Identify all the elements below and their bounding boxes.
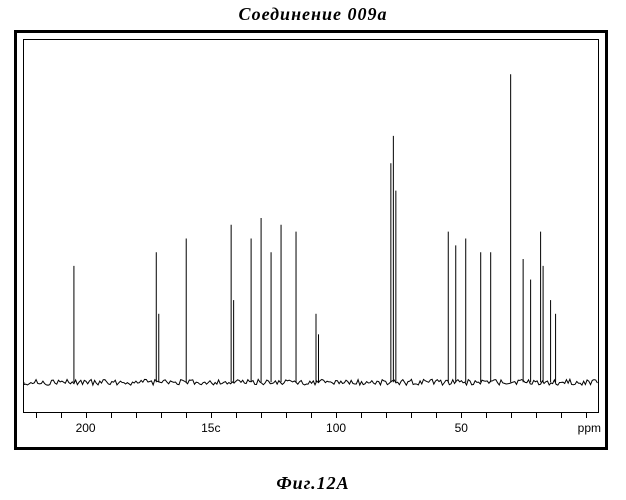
axis-major-ticks: 200 15c 100 50 ppm	[23, 417, 599, 437]
axis-tick-label: 50	[455, 421, 468, 435]
axis-tick-label: 15c	[201, 421, 220, 435]
figure-caption: Фиг.12A	[0, 473, 626, 494]
chart-title: Соединение 009a	[0, 4, 626, 25]
axis-unit-label: ppm	[578, 421, 601, 435]
axis-tick-label: 100	[326, 421, 346, 435]
plot-area	[23, 39, 599, 413]
axis-tick-label: 200	[76, 421, 96, 435]
spectrum-svg	[24, 40, 598, 412]
chart-frame: 200 15c 100 50 ppm	[14, 30, 608, 450]
